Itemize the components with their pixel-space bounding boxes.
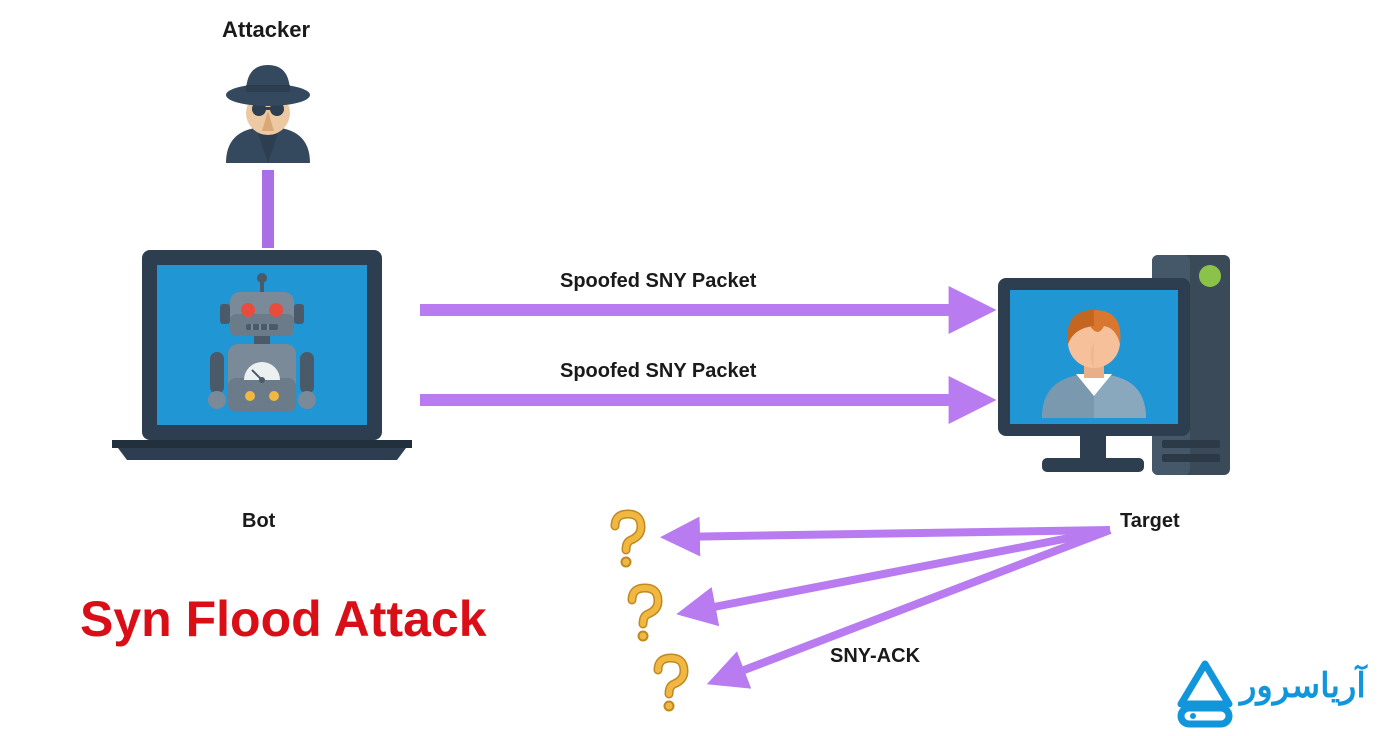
question-mark-3	[658, 658, 684, 712]
question-mark-2	[632, 588, 658, 642]
syn-flood-diagram	[0, 0, 1400, 736]
brand-logo-text: آریاسرور	[1240, 666, 1366, 706]
attacker-icon	[226, 65, 310, 163]
brand-logo-icon	[1181, 664, 1229, 724]
target-computer-icon	[998, 255, 1230, 475]
bot-laptop-icon	[112, 250, 412, 460]
question-mark-1	[615, 514, 641, 568]
ack-arrow-2	[688, 530, 1110, 612]
ack-arrow-1	[672, 530, 1110, 537]
ack-arrow-3	[718, 530, 1110, 680]
